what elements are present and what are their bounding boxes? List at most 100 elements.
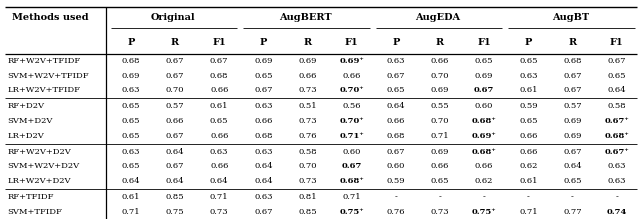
Text: -: - xyxy=(438,193,442,201)
Text: 0.76: 0.76 xyxy=(387,208,405,216)
Text: 0.67: 0.67 xyxy=(607,57,626,65)
Text: 0.67: 0.67 xyxy=(563,86,582,94)
Text: 0.75⁺: 0.75⁺ xyxy=(339,208,364,216)
Text: 0.68⁺: 0.68⁺ xyxy=(472,117,497,125)
Text: 0.65: 0.65 xyxy=(122,117,140,125)
Text: 0.60: 0.60 xyxy=(387,162,405,170)
Text: 0.66: 0.66 xyxy=(254,117,273,125)
Text: 0.75⁺: 0.75⁺ xyxy=(472,208,497,216)
Text: 0.68⁺: 0.68⁺ xyxy=(472,148,497,156)
Text: 0.76: 0.76 xyxy=(298,131,317,140)
Text: 0.67: 0.67 xyxy=(254,86,273,94)
Text: 0.70⁺: 0.70⁺ xyxy=(339,86,364,94)
Text: 0.70: 0.70 xyxy=(431,71,449,79)
Text: 0.66: 0.66 xyxy=(475,162,493,170)
Text: 0.66: 0.66 xyxy=(519,148,538,156)
Text: 0.64: 0.64 xyxy=(254,177,273,185)
Text: 0.65: 0.65 xyxy=(254,71,273,79)
Text: P: P xyxy=(127,38,134,47)
Text: 0.60: 0.60 xyxy=(475,102,493,110)
Text: 0.66: 0.66 xyxy=(210,162,228,170)
Text: 0.67: 0.67 xyxy=(387,71,405,79)
Text: -: - xyxy=(483,193,486,201)
Text: 0.65: 0.65 xyxy=(210,117,228,125)
Text: 0.66: 0.66 xyxy=(210,86,228,94)
Text: 0.71: 0.71 xyxy=(342,193,361,201)
Text: -: - xyxy=(527,193,530,201)
Text: 0.67⁺: 0.67⁺ xyxy=(604,117,629,125)
Text: 0.63: 0.63 xyxy=(254,102,273,110)
Text: 0.66: 0.66 xyxy=(431,162,449,170)
Text: 0.67: 0.67 xyxy=(563,71,582,79)
Text: 0.68⁺: 0.68⁺ xyxy=(339,177,364,185)
Text: 0.69: 0.69 xyxy=(563,117,582,125)
Text: 0.62: 0.62 xyxy=(519,162,538,170)
Text: 0.65: 0.65 xyxy=(475,57,493,65)
Text: R: R xyxy=(303,38,312,47)
Text: 0.63: 0.63 xyxy=(122,86,140,94)
Text: 0.57: 0.57 xyxy=(166,102,184,110)
Text: 0.65: 0.65 xyxy=(431,177,449,185)
Text: 0.62: 0.62 xyxy=(475,177,493,185)
Text: AugEDA: AugEDA xyxy=(415,13,461,22)
Text: 0.74: 0.74 xyxy=(607,208,627,216)
Text: 0.67: 0.67 xyxy=(387,148,405,156)
Text: AugBT: AugBT xyxy=(552,13,589,22)
Text: 0.73: 0.73 xyxy=(431,208,449,216)
Text: 0.55: 0.55 xyxy=(431,102,449,110)
Text: SVM+W2V+TFIDF: SVM+W2V+TFIDF xyxy=(7,71,89,79)
Text: 0.61: 0.61 xyxy=(122,193,140,201)
Text: 0.59: 0.59 xyxy=(519,102,538,110)
Text: 0.65: 0.65 xyxy=(519,57,538,65)
Text: 0.69: 0.69 xyxy=(563,131,582,140)
Text: 0.69: 0.69 xyxy=(122,71,140,79)
Text: 0.68: 0.68 xyxy=(210,71,228,79)
Text: AugBERT: AugBERT xyxy=(279,13,332,22)
Text: 0.85: 0.85 xyxy=(298,208,317,216)
Text: 0.68: 0.68 xyxy=(122,57,140,65)
Text: P: P xyxy=(392,38,399,47)
Text: Original: Original xyxy=(151,13,195,22)
Text: 0.65: 0.65 xyxy=(122,102,140,110)
Text: 0.67: 0.67 xyxy=(342,162,362,170)
Text: 0.69⁺: 0.69⁺ xyxy=(339,57,364,65)
Text: 0.67: 0.67 xyxy=(166,131,184,140)
Text: 0.61: 0.61 xyxy=(519,177,538,185)
Text: 0.66: 0.66 xyxy=(210,131,228,140)
Text: 0.75: 0.75 xyxy=(166,208,184,216)
Text: 0.65: 0.65 xyxy=(122,162,140,170)
Text: 0.69: 0.69 xyxy=(254,57,273,65)
Text: 0.65: 0.65 xyxy=(607,71,626,79)
Text: 0.70: 0.70 xyxy=(298,162,317,170)
Text: P: P xyxy=(525,38,532,47)
Text: SVM+D2V: SVM+D2V xyxy=(7,117,52,125)
Text: 0.63: 0.63 xyxy=(607,177,626,185)
Text: 0.67: 0.67 xyxy=(210,57,228,65)
Text: 0.64: 0.64 xyxy=(166,177,184,185)
Text: 0.51: 0.51 xyxy=(298,102,317,110)
Text: 0.66: 0.66 xyxy=(342,71,361,79)
Text: 0.85: 0.85 xyxy=(166,193,184,201)
Text: LR+W2V+TFIDF: LR+W2V+TFIDF xyxy=(7,86,80,94)
Text: -: - xyxy=(571,193,574,201)
Text: 0.57: 0.57 xyxy=(563,102,582,110)
Text: LR+W2V+D2V: LR+W2V+D2V xyxy=(7,177,70,185)
Text: 0.63: 0.63 xyxy=(387,57,405,65)
Text: Methods used: Methods used xyxy=(12,13,89,22)
Text: 0.67: 0.67 xyxy=(166,162,184,170)
Text: 0.56: 0.56 xyxy=(342,102,361,110)
Text: 0.69: 0.69 xyxy=(298,57,317,65)
Text: 0.66: 0.66 xyxy=(166,117,184,125)
Text: 0.59: 0.59 xyxy=(387,177,405,185)
Text: 0.69: 0.69 xyxy=(475,71,493,79)
Text: 0.73: 0.73 xyxy=(298,86,317,94)
Text: 0.73: 0.73 xyxy=(210,208,228,216)
Text: 0.69⁺: 0.69⁺ xyxy=(472,131,497,140)
Text: -: - xyxy=(394,193,397,201)
Text: 0.63: 0.63 xyxy=(519,71,538,79)
Text: -: - xyxy=(615,193,618,201)
Text: 0.70⁺: 0.70⁺ xyxy=(339,117,364,125)
Text: 0.69: 0.69 xyxy=(431,86,449,94)
Text: 0.64: 0.64 xyxy=(607,86,626,94)
Text: 0.71: 0.71 xyxy=(519,208,538,216)
